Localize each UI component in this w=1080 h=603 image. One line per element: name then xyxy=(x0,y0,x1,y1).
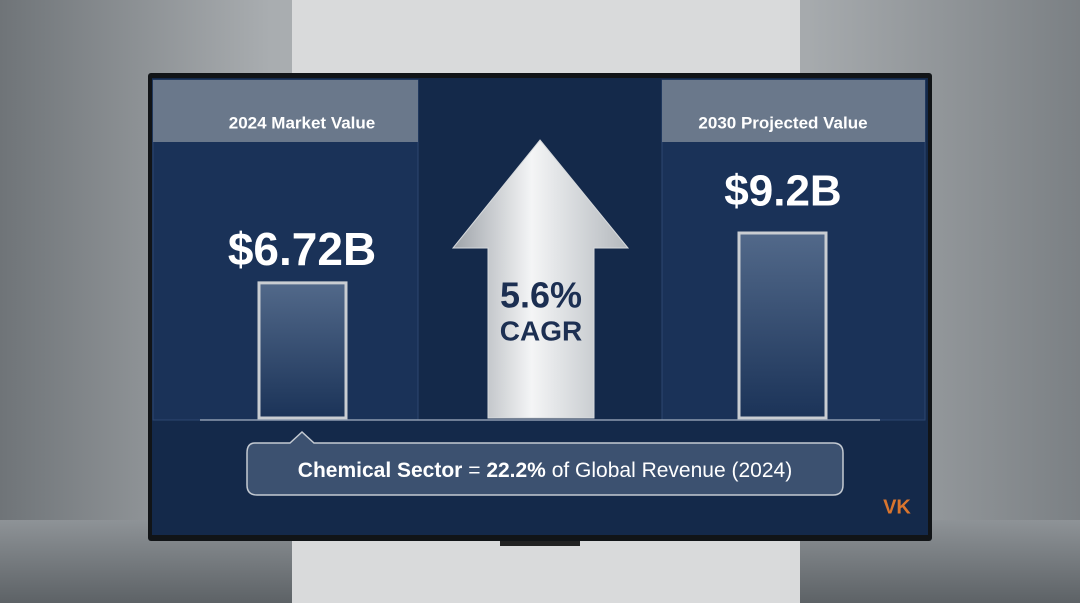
right-header-text: 2030 Projected Value xyxy=(698,113,867,132)
callout-equals: = xyxy=(468,459,480,482)
right-value: $9.2B xyxy=(724,167,841,216)
callout-box xyxy=(246,430,844,496)
bar xyxy=(737,231,828,420)
callout-share: 22.2% xyxy=(486,459,546,482)
left-header xyxy=(153,80,418,142)
callout-text: Chemical Sector = 22.2% of Global Revenu… xyxy=(298,459,792,482)
logo: VK xyxy=(883,496,911,518)
left-value: $6.72B xyxy=(228,223,376,275)
arrow-label: CAGR xyxy=(500,315,582,346)
growth-arrow xyxy=(451,139,630,419)
right-header xyxy=(662,80,925,142)
tv-stand xyxy=(500,541,580,546)
callout-subject: Chemical Sector xyxy=(298,459,463,482)
bar xyxy=(257,281,348,420)
left-header-text: 2024 Market Value xyxy=(229,113,375,132)
callout-rest: of Global Revenue (2024) xyxy=(552,459,793,482)
arrow-rate: 5.6% xyxy=(500,275,582,316)
